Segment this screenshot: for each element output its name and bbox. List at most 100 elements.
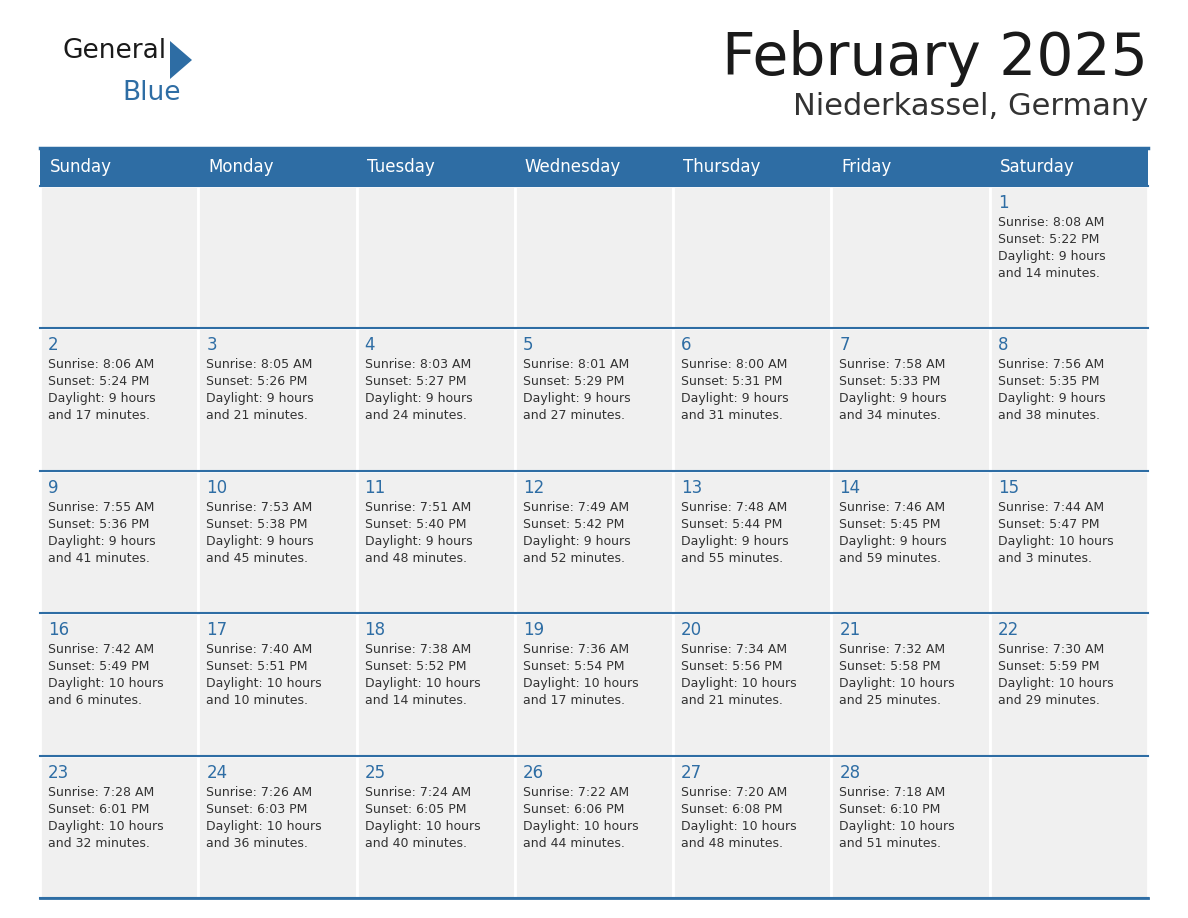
Polygon shape <box>170 41 192 79</box>
Text: Sunset: 5:49 PM: Sunset: 5:49 PM <box>48 660 150 673</box>
Text: and 6 minutes.: and 6 minutes. <box>48 694 143 707</box>
Text: Daylight: 9 hours: Daylight: 9 hours <box>840 392 947 406</box>
Bar <box>990 186 1148 329</box>
Text: Daylight: 10 hours: Daylight: 10 hours <box>48 820 164 833</box>
Text: Daylight: 10 hours: Daylight: 10 hours <box>681 820 797 833</box>
Bar <box>990 471 1148 613</box>
Bar <box>514 756 674 898</box>
Text: and 52 minutes.: and 52 minutes. <box>523 552 625 565</box>
Bar <box>514 186 674 329</box>
Text: Sunrise: 7:36 AM: Sunrise: 7:36 AM <box>523 644 628 656</box>
Text: Sunset: 5:47 PM: Sunset: 5:47 PM <box>998 518 1099 531</box>
Text: and 34 minutes.: and 34 minutes. <box>840 409 941 422</box>
Bar <box>832 329 990 471</box>
Text: Sunrise: 8:08 AM: Sunrise: 8:08 AM <box>998 216 1104 229</box>
Text: and 51 minutes.: and 51 minutes. <box>840 836 941 849</box>
Text: Sunset: 5:52 PM: Sunset: 5:52 PM <box>365 660 466 673</box>
Text: Sunrise: 7:28 AM: Sunrise: 7:28 AM <box>48 786 154 799</box>
Text: Sunrise: 8:06 AM: Sunrise: 8:06 AM <box>48 358 154 372</box>
Text: Sunrise: 7:18 AM: Sunrise: 7:18 AM <box>840 786 946 799</box>
Text: 11: 11 <box>365 479 386 497</box>
Text: 28: 28 <box>840 764 860 781</box>
Bar <box>514 471 674 613</box>
Text: 4: 4 <box>365 336 375 354</box>
Text: and 27 minutes.: and 27 minutes. <box>523 409 625 422</box>
Text: and 21 minutes.: and 21 minutes. <box>681 694 783 707</box>
Bar <box>674 186 832 329</box>
Text: Sunset: 5:51 PM: Sunset: 5:51 PM <box>207 660 308 673</box>
Text: Sunset: 5:44 PM: Sunset: 5:44 PM <box>681 518 783 531</box>
Text: Sunrise: 7:53 AM: Sunrise: 7:53 AM <box>207 501 312 514</box>
Text: and 36 minutes.: and 36 minutes. <box>207 836 308 849</box>
Bar <box>40 613 198 756</box>
Text: Daylight: 9 hours: Daylight: 9 hours <box>523 392 631 406</box>
Text: 15: 15 <box>998 479 1019 497</box>
Text: 23: 23 <box>48 764 69 781</box>
Text: and 24 minutes.: and 24 minutes. <box>365 409 467 422</box>
Bar <box>198 613 356 756</box>
Text: 20: 20 <box>681 621 702 639</box>
Text: 26: 26 <box>523 764 544 781</box>
Text: Sunrise: 7:22 AM: Sunrise: 7:22 AM <box>523 786 628 799</box>
Text: Daylight: 10 hours: Daylight: 10 hours <box>998 677 1113 690</box>
Text: Sunrise: 7:40 AM: Sunrise: 7:40 AM <box>207 644 312 656</box>
Bar <box>356 756 514 898</box>
Bar <box>832 613 990 756</box>
Text: 25: 25 <box>365 764 386 781</box>
Text: Sunset: 5:22 PM: Sunset: 5:22 PM <box>998 233 1099 246</box>
Bar <box>514 613 674 756</box>
Text: General: General <box>62 38 166 64</box>
Text: 3: 3 <box>207 336 217 354</box>
Text: Sunset: 6:03 PM: Sunset: 6:03 PM <box>207 802 308 815</box>
Text: Daylight: 10 hours: Daylight: 10 hours <box>998 535 1113 548</box>
Text: and 44 minutes.: and 44 minutes. <box>523 836 625 849</box>
Text: 14: 14 <box>840 479 860 497</box>
Text: Sunrise: 7:34 AM: Sunrise: 7:34 AM <box>681 644 788 656</box>
Text: February 2025: February 2025 <box>722 30 1148 87</box>
Text: and 48 minutes.: and 48 minutes. <box>681 836 783 849</box>
Text: 22: 22 <box>998 621 1019 639</box>
Text: Sunset: 5:54 PM: Sunset: 5:54 PM <box>523 660 625 673</box>
Text: Daylight: 9 hours: Daylight: 9 hours <box>840 535 947 548</box>
Text: Sunrise: 8:00 AM: Sunrise: 8:00 AM <box>681 358 788 372</box>
Text: Sunset: 5:33 PM: Sunset: 5:33 PM <box>840 375 941 388</box>
Text: Wednesday: Wednesday <box>525 158 621 176</box>
Text: Daylight: 10 hours: Daylight: 10 hours <box>840 677 955 690</box>
Text: Sunset: 5:36 PM: Sunset: 5:36 PM <box>48 518 150 531</box>
Text: and 14 minutes.: and 14 minutes. <box>998 267 1100 280</box>
Text: Sunset: 5:35 PM: Sunset: 5:35 PM <box>998 375 1099 388</box>
Text: 8: 8 <box>998 336 1009 354</box>
Text: 21: 21 <box>840 621 860 639</box>
Text: Sunrise: 7:48 AM: Sunrise: 7:48 AM <box>681 501 788 514</box>
Bar <box>198 471 356 613</box>
Text: and 14 minutes.: and 14 minutes. <box>365 694 467 707</box>
Text: Sunset: 5:24 PM: Sunset: 5:24 PM <box>48 375 150 388</box>
Text: and 59 minutes.: and 59 minutes. <box>840 552 941 565</box>
Text: Sunset: 5:26 PM: Sunset: 5:26 PM <box>207 375 308 388</box>
Bar <box>832 756 990 898</box>
Bar <box>832 186 990 329</box>
Bar <box>40 329 198 471</box>
Bar <box>674 613 832 756</box>
Text: Sunset: 5:59 PM: Sunset: 5:59 PM <box>998 660 1099 673</box>
Text: Sunset: 5:27 PM: Sunset: 5:27 PM <box>365 375 466 388</box>
Text: 19: 19 <box>523 621 544 639</box>
Bar <box>40 186 198 329</box>
Text: Niederkassel, Germany: Niederkassel, Germany <box>792 92 1148 121</box>
Text: Daylight: 9 hours: Daylight: 9 hours <box>48 392 156 406</box>
Text: and 17 minutes.: and 17 minutes. <box>523 694 625 707</box>
Text: 5: 5 <box>523 336 533 354</box>
Text: Daylight: 9 hours: Daylight: 9 hours <box>998 392 1105 406</box>
Bar <box>990 613 1148 756</box>
Text: Tuesday: Tuesday <box>367 158 435 176</box>
Text: 9: 9 <box>48 479 58 497</box>
Text: Sunrise: 8:03 AM: Sunrise: 8:03 AM <box>365 358 470 372</box>
Text: Daylight: 10 hours: Daylight: 10 hours <box>365 820 480 833</box>
Text: Daylight: 9 hours: Daylight: 9 hours <box>523 535 631 548</box>
Text: Daylight: 9 hours: Daylight: 9 hours <box>998 250 1105 263</box>
Text: Saturday: Saturday <box>1000 158 1074 176</box>
Bar <box>514 329 674 471</box>
Bar <box>990 329 1148 471</box>
Text: Daylight: 10 hours: Daylight: 10 hours <box>207 677 322 690</box>
Text: Sunrise: 7:26 AM: Sunrise: 7:26 AM <box>207 786 312 799</box>
